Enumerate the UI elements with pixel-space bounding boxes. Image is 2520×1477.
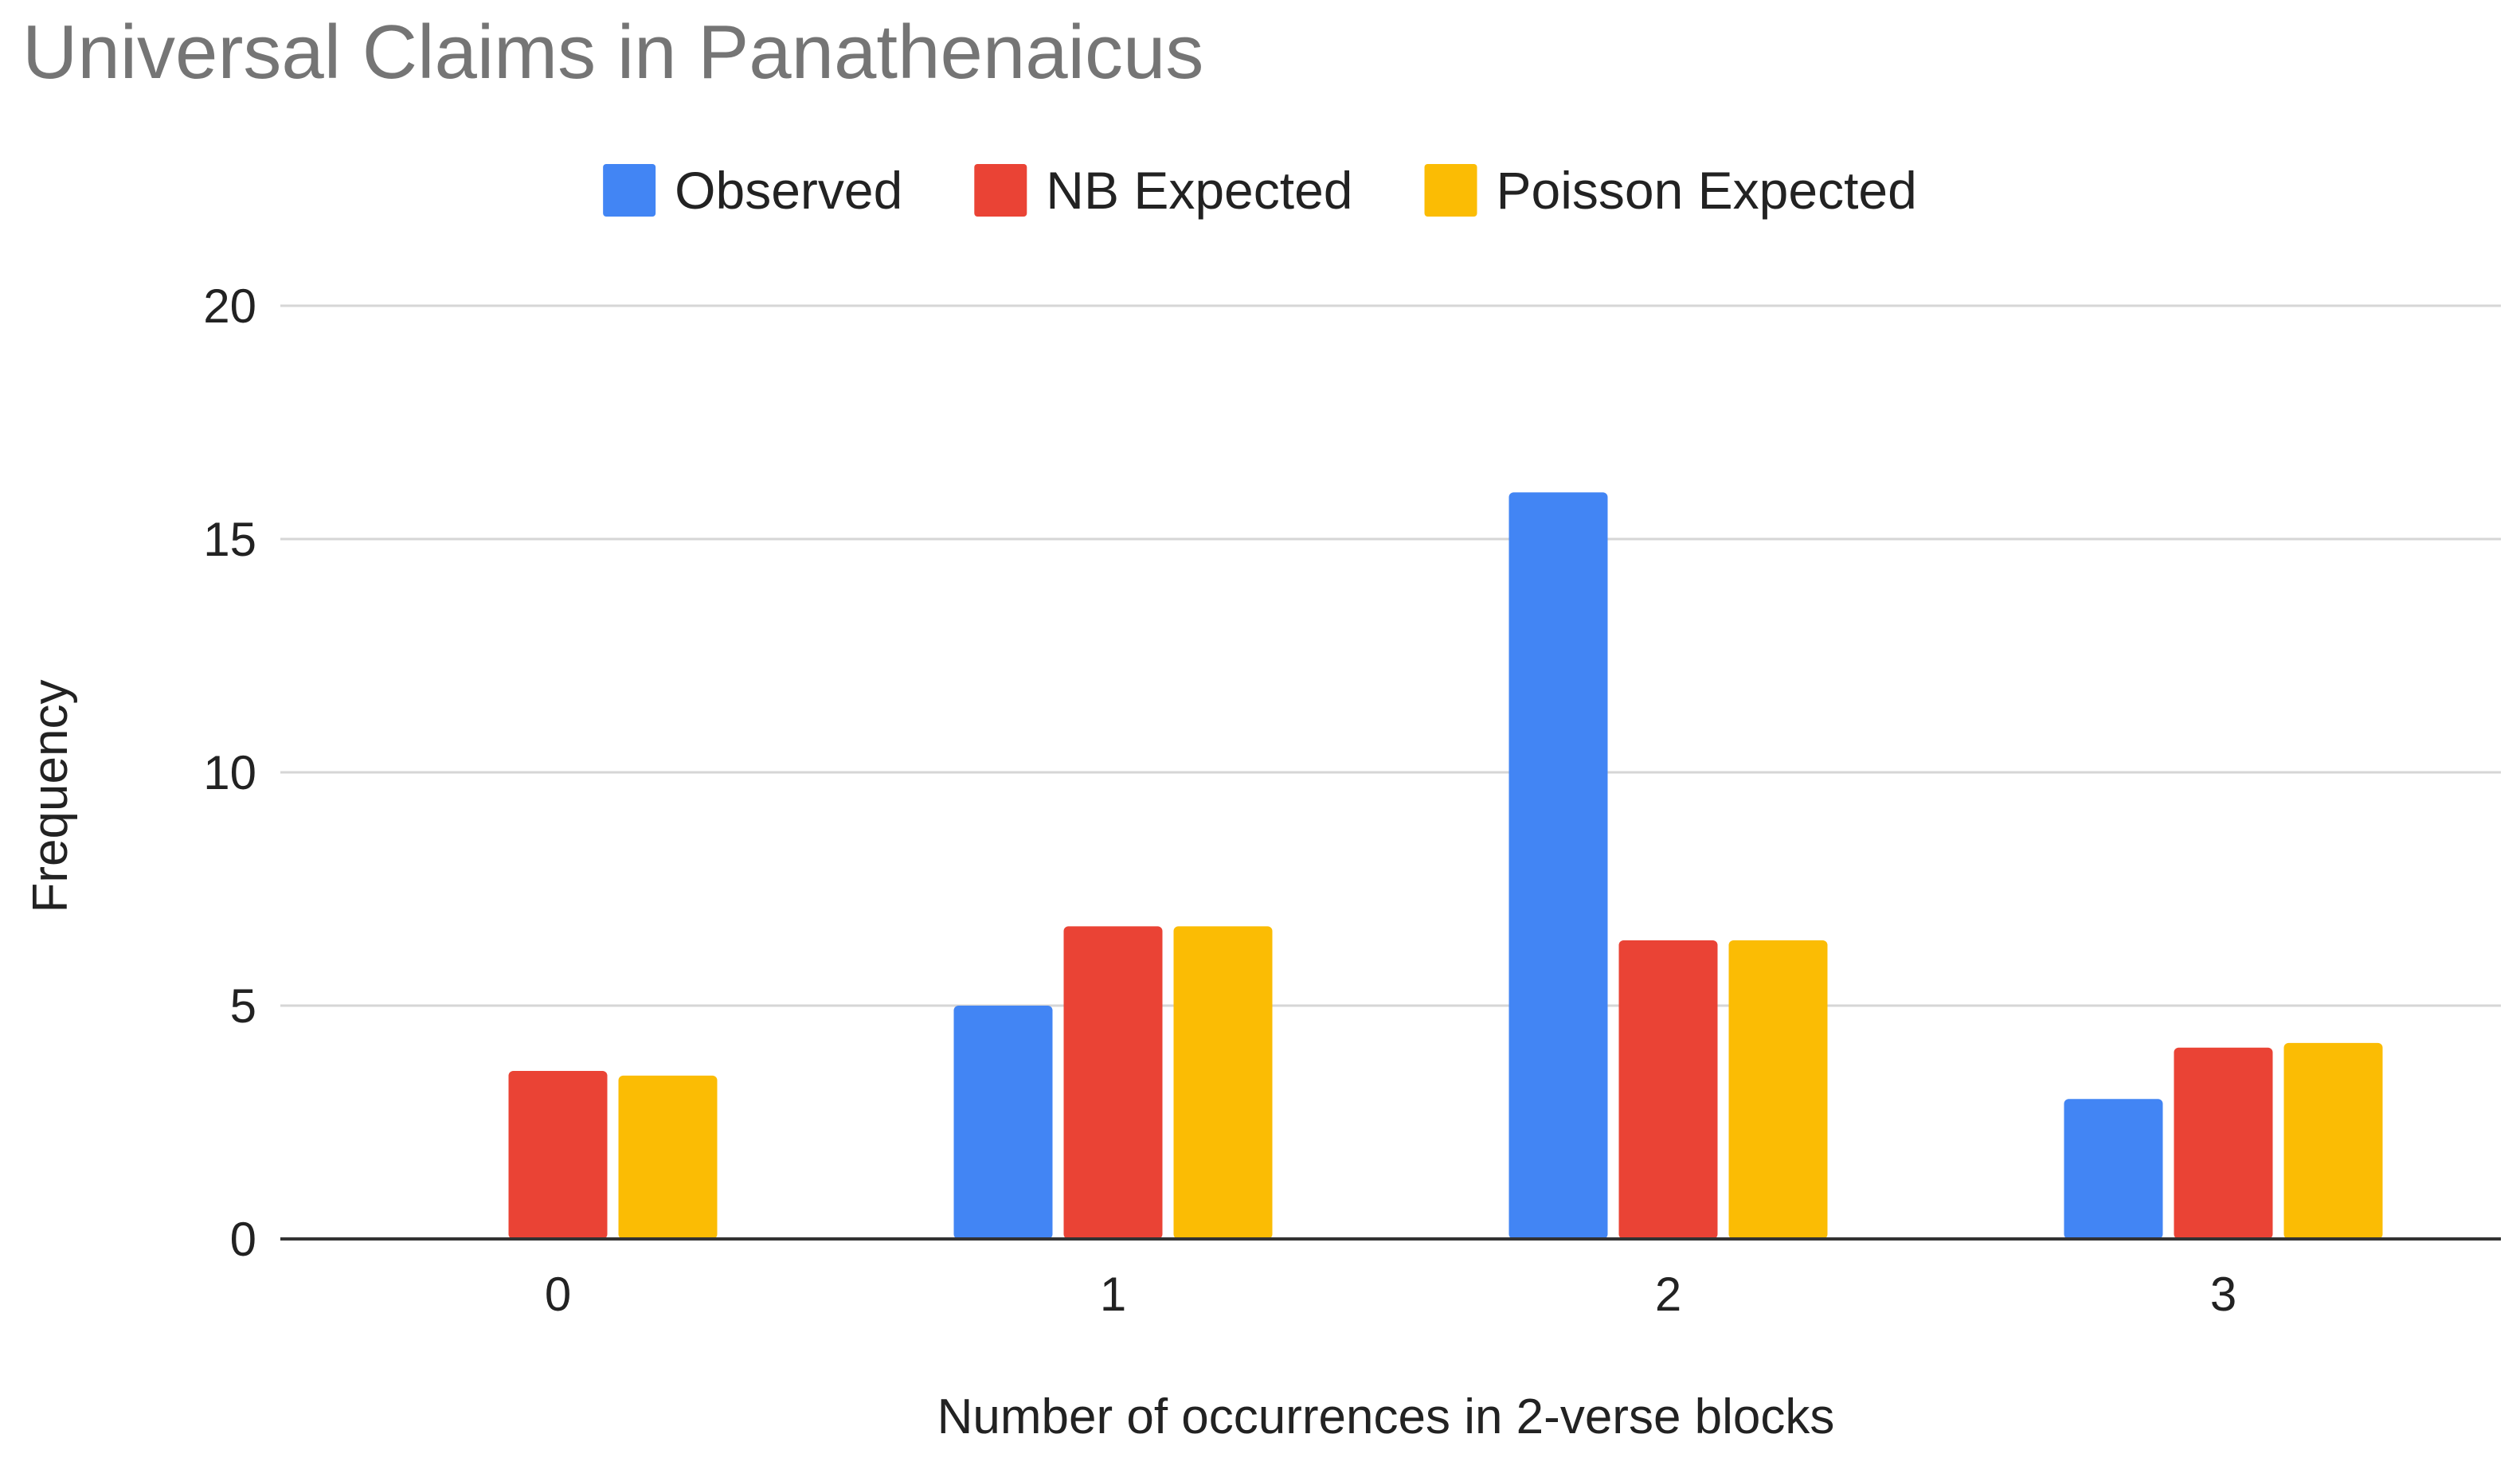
bar-nb-expected-2 <box>1618 940 1718 1239</box>
y-tick-label: 5 <box>230 979 256 1033</box>
legend: Observed NB Expected Poisson Expected <box>603 161 1917 220</box>
legend-item-observed: Observed <box>603 161 902 220</box>
bar-observed-3 <box>2064 1099 2163 1239</box>
bar-observed-2 <box>1508 492 1608 1239</box>
y-tick-label: 0 <box>230 1213 256 1266</box>
legend-label: NB Expected <box>1046 161 1352 220</box>
legend-swatch <box>603 164 656 217</box>
bar-poisson-expected-2 <box>1728 940 1828 1239</box>
bar-nb-expected-0 <box>508 1071 608 1239</box>
bar-poisson-expected-0 <box>618 1075 718 1239</box>
legend-item-nb-expected: NB Expected <box>974 161 1353 220</box>
y-tick-label: 20 <box>203 279 256 333</box>
legend-item-poisson-expected: Poisson Expected <box>1424 161 1917 220</box>
x-tick-label: 1 <box>1100 1268 1126 1321</box>
bars <box>508 492 2383 1239</box>
bar-observed-1 <box>953 1006 1053 1239</box>
y-axis-ticks: 0 5 10 15 20 <box>203 279 256 1266</box>
legend-label: Observed <box>675 161 902 220</box>
bar-poisson-expected-1 <box>1173 926 1273 1239</box>
y-tick-label: 10 <box>203 746 256 799</box>
legend-label: Poisson Expected <box>1497 161 1917 220</box>
legend-swatch <box>974 164 1027 217</box>
bar-poisson-expected-3 <box>2283 1042 2383 1239</box>
x-tick-label: 0 <box>545 1268 571 1321</box>
x-axis-label: Number of occurrences in 2-verse blocks <box>937 1389 1835 1444</box>
x-tick-label: 3 <box>2210 1268 2236 1321</box>
x-axis-ticks: 0 1 2 3 <box>545 1268 2236 1321</box>
bar-nb-expected-3 <box>2174 1047 2273 1239</box>
y-axis-label: Frequency <box>23 680 78 913</box>
y-tick-label: 15 <box>203 513 256 566</box>
gridlines <box>280 304 2501 1007</box>
bar-nb-expected-1 <box>1063 926 1163 1239</box>
legend-swatch <box>1424 164 1477 217</box>
x-tick-label: 2 <box>1655 1268 1681 1321</box>
chart-title: Universal Claims in Panathenaicus <box>22 10 1203 95</box>
